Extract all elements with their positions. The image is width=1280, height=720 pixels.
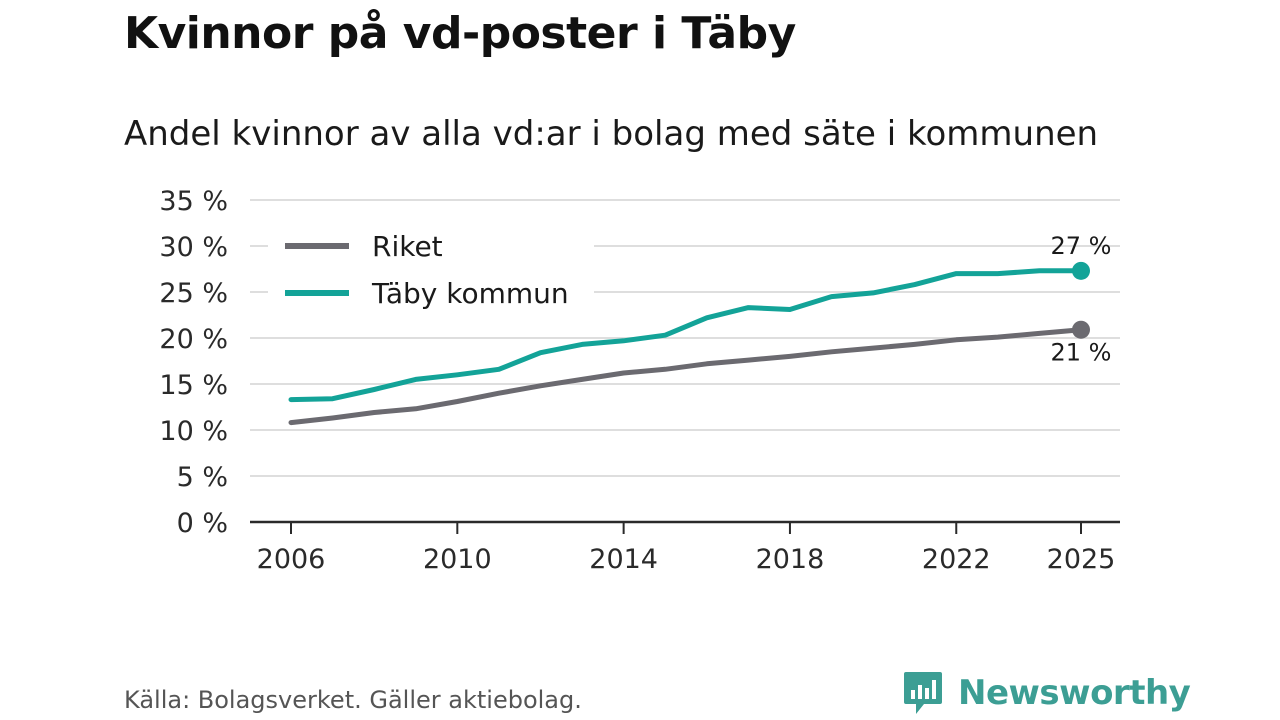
y-tick-label: 15 % bbox=[159, 370, 228, 401]
source-note: Källa: Bolagsverket. Gäller aktiebolag. bbox=[124, 686, 582, 714]
y-axis: 0 % 5 % 10 % 15 % 20 % 25 % 30 % 35 % bbox=[159, 186, 228, 539]
y-tick-label: 35 % bbox=[159, 186, 228, 217]
end-label-riket: 21 % bbox=[1051, 339, 1112, 367]
end-marker-taby bbox=[1072, 261, 1090, 280]
series-line-riket bbox=[288, 327, 1084, 426]
legend-label-taby: Täby kommun bbox=[371, 277, 569, 310]
y-tick-label: 5 % bbox=[177, 462, 228, 493]
y-tick-label: 0 % bbox=[177, 508, 228, 539]
y-tick-label: 25 % bbox=[159, 278, 228, 309]
chart-title: Kvinnor på vd-poster i Täby bbox=[124, 8, 796, 59]
x-tick-label: 2022 bbox=[922, 544, 991, 575]
x-tick-label: 2014 bbox=[589, 544, 658, 575]
legend-label-riket: Riket bbox=[372, 230, 443, 263]
legend-background bbox=[268, 224, 594, 314]
y-tick-label: 30 % bbox=[159, 232, 228, 263]
end-label-taby: 27 % bbox=[1051, 232, 1112, 260]
end-labels: 21 % 27 % bbox=[1051, 232, 1112, 367]
brand-logo: Newsworthy bbox=[902, 670, 1191, 716]
brand-name: Newsworthy bbox=[958, 673, 1191, 713]
x-tick-label: 2018 bbox=[756, 544, 825, 575]
series-line-taby bbox=[288, 268, 1084, 403]
y-tick-label: 20 % bbox=[159, 324, 228, 355]
chart-subtitle: Andel kvinnor av alla vd:ar i bolag med … bbox=[124, 114, 1099, 154]
series bbox=[288, 261, 1090, 426]
x-tick-label: 2025 bbox=[1047, 544, 1116, 575]
x-tick-label: 2010 bbox=[423, 544, 492, 575]
legend: Riket Täby kommun bbox=[268, 224, 594, 314]
x-tick-label: 2006 bbox=[257, 544, 326, 575]
newsworthy-logo-icon bbox=[904, 672, 942, 714]
end-marker-riket bbox=[1072, 320, 1090, 339]
y-tick-label: 10 % bbox=[159, 416, 228, 447]
x-axis: 2006 2010 2014 2018 2022 2025 bbox=[250, 520, 1120, 575]
